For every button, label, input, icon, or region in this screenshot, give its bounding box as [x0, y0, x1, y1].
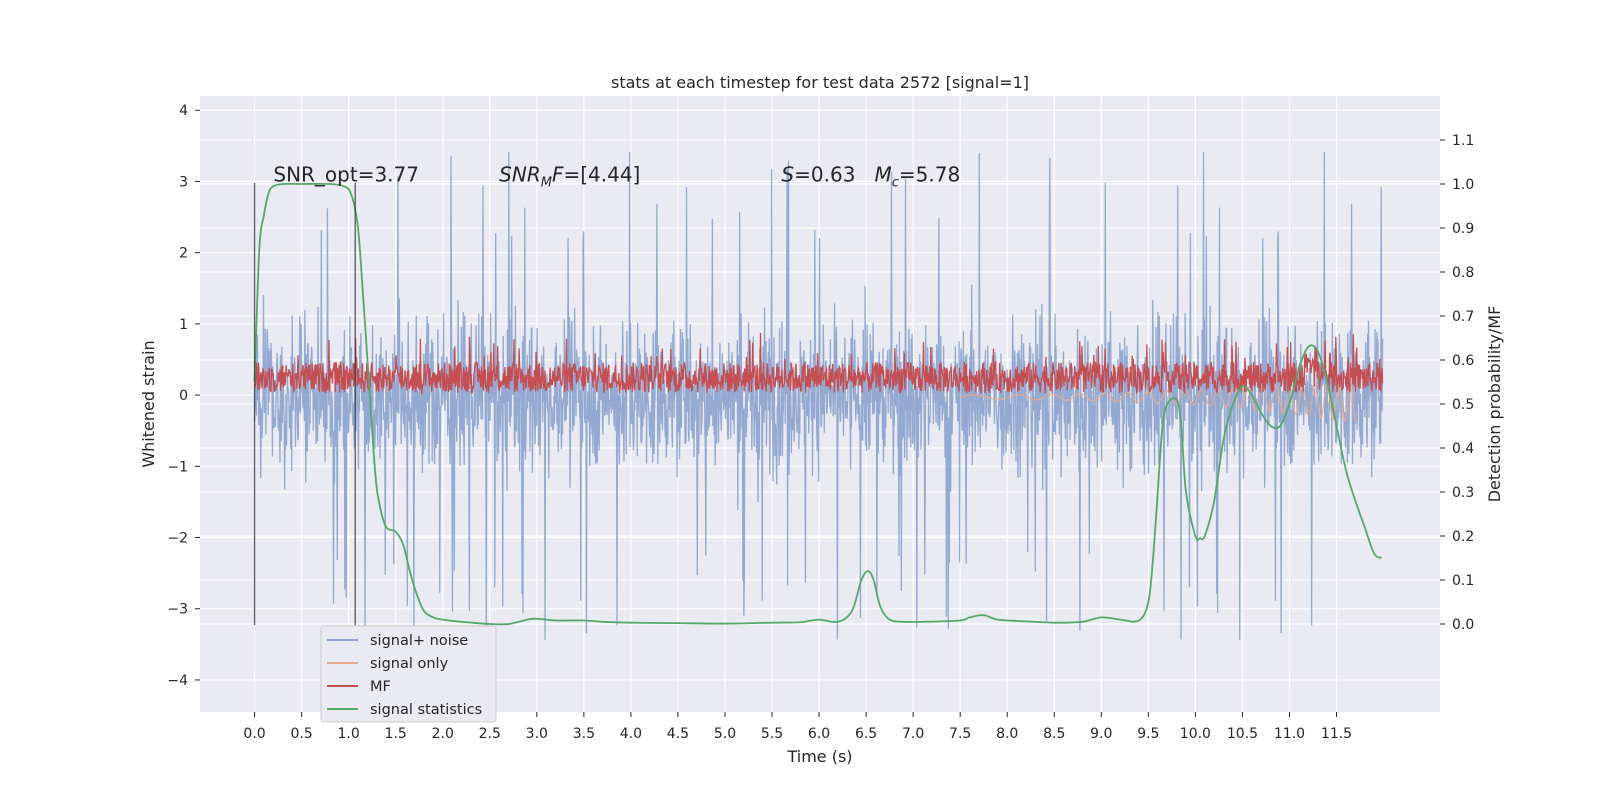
y-right-tick-label: 0.9 — [1452, 221, 1474, 237]
annotation-part: =5.78 — [899, 162, 960, 186]
annotation-part: SNR — [499, 162, 541, 186]
x-tick-label: 6.5 — [855, 726, 877, 742]
y-tick-label: −1 — [167, 459, 188, 475]
legend-label-signal-noise: signal+ noise — [370, 633, 468, 649]
y-tick-label: 1 — [179, 317, 188, 333]
y-tick-label: 4 — [179, 103, 188, 119]
x-tick-label: 6.0 — [808, 726, 830, 742]
chart-title: stats at each timestep for test data 257… — [611, 73, 1029, 92]
x-tick-label: 7.0 — [902, 726, 924, 742]
annotation-0: SNR_opt=3.77 — [273, 162, 419, 186]
legend-label-signal-statistics: signal statistics — [370, 702, 482, 718]
x-tick-label: 9.5 — [1137, 726, 1159, 742]
annotation-part: S — [781, 162, 794, 186]
annotation-part: c — [892, 175, 899, 190]
annotation-1: SNRMF=[4.44] — [499, 162, 640, 190]
x-tick-label: 11.0 — [1274, 726, 1305, 742]
y-right-tick-label: 0.0 — [1452, 617, 1474, 633]
x-tick-label: 0.0 — [243, 726, 265, 742]
series-signal-noise — [253, 151, 1384, 642]
y-tick-label: −3 — [167, 602, 188, 618]
x-tick-label: 8.5 — [1043, 726, 1065, 742]
y-axis-label-right: Detection probability/MF — [1485, 306, 1504, 503]
y-right-tick-label: 0.5 — [1452, 397, 1474, 413]
y-tick-label: 3 — [179, 174, 188, 190]
y-right-tick-label: 0.4 — [1452, 441, 1474, 457]
y-tick-label: −4 — [167, 673, 188, 689]
x-tick-label: 1.0 — [338, 726, 360, 742]
annotation-part: =[4.44] — [563, 162, 640, 186]
series-mf — [254, 332, 1384, 396]
y-right-tick-label: 0.7 — [1452, 309, 1474, 325]
annotation-part: F — [552, 162, 564, 186]
x-tick-label: 10.0 — [1180, 726, 1211, 742]
y-right-tick-label: 0.2 — [1452, 529, 1474, 545]
y-right-tick-label: 0.8 — [1452, 265, 1474, 281]
y-axis-label: Whitened strain — [139, 340, 158, 467]
x-tick-label: 10.5 — [1227, 726, 1258, 742]
x-tick-label: 5.5 — [761, 726, 783, 742]
x-tick-label: 3.0 — [526, 726, 548, 742]
annotations: SNR_opt=3.77 SNRMF=[4.44] S=0.63 Mc=5.78 — [273, 162, 960, 190]
x-tick-label: 9.0 — [1090, 726, 1112, 742]
y-right-tick-label: 1.1 — [1452, 133, 1474, 149]
ticks: 0.0 0.5 1.0 1.5 2.0 2.5 3.0 3.5 4.0 4.5 5.0 5.5 6.0 6… — [167, 103, 1474, 742]
x-tick-label: 3.5 — [573, 726, 595, 742]
annotation-part: =0.63 — [794, 162, 874, 186]
y-tick-label: −2 — [167, 531, 188, 547]
x-tick-label: 2.0 — [432, 726, 454, 742]
x-tick-label: 1.5 — [385, 726, 407, 742]
annotation-part: M — [875, 162, 892, 186]
legend-label-signal-only: signal only — [370, 656, 449, 672]
y-right-tick-label: 0.3 — [1452, 485, 1474, 501]
y-right-tick-label: 1.0 — [1452, 177, 1474, 193]
y-tick-label: 0 — [179, 388, 188, 404]
annotation-2: S=0.63 Mc=5.78 — [781, 162, 960, 190]
y-right-tick-label: 0.1 — [1452, 573, 1474, 589]
x-tick-label: 5.0 — [714, 726, 736, 742]
x-tick-label: 2.5 — [479, 726, 501, 742]
x-tick-label: 7.5 — [949, 726, 971, 742]
legend-label-mf: MF — [370, 679, 391, 695]
x-axis-label: Time (s) — [786, 747, 852, 766]
x-tick-label: 8.0 — [996, 726, 1018, 742]
annotation-part: M — [541, 175, 552, 190]
x-tick-label: 4.0 — [620, 726, 642, 742]
annotation-part: SNR_opt=3.77 — [273, 162, 419, 186]
legend-box — [320, 625, 497, 723]
y-right-tick-label: 0.6 — [1452, 353, 1474, 369]
x-tick-label: 4.5 — [667, 726, 689, 742]
legend: signal+ noise signal only MF signal stat… — [320, 625, 497, 723]
y-tick-label: 2 — [179, 246, 188, 262]
x-tick-label: 0.5 — [290, 726, 312, 742]
series-layer — [253, 151, 1384, 642]
x-tick-label: 11.5 — [1321, 726, 1352, 742]
series-signal-statistics — [253, 182, 1383, 626]
